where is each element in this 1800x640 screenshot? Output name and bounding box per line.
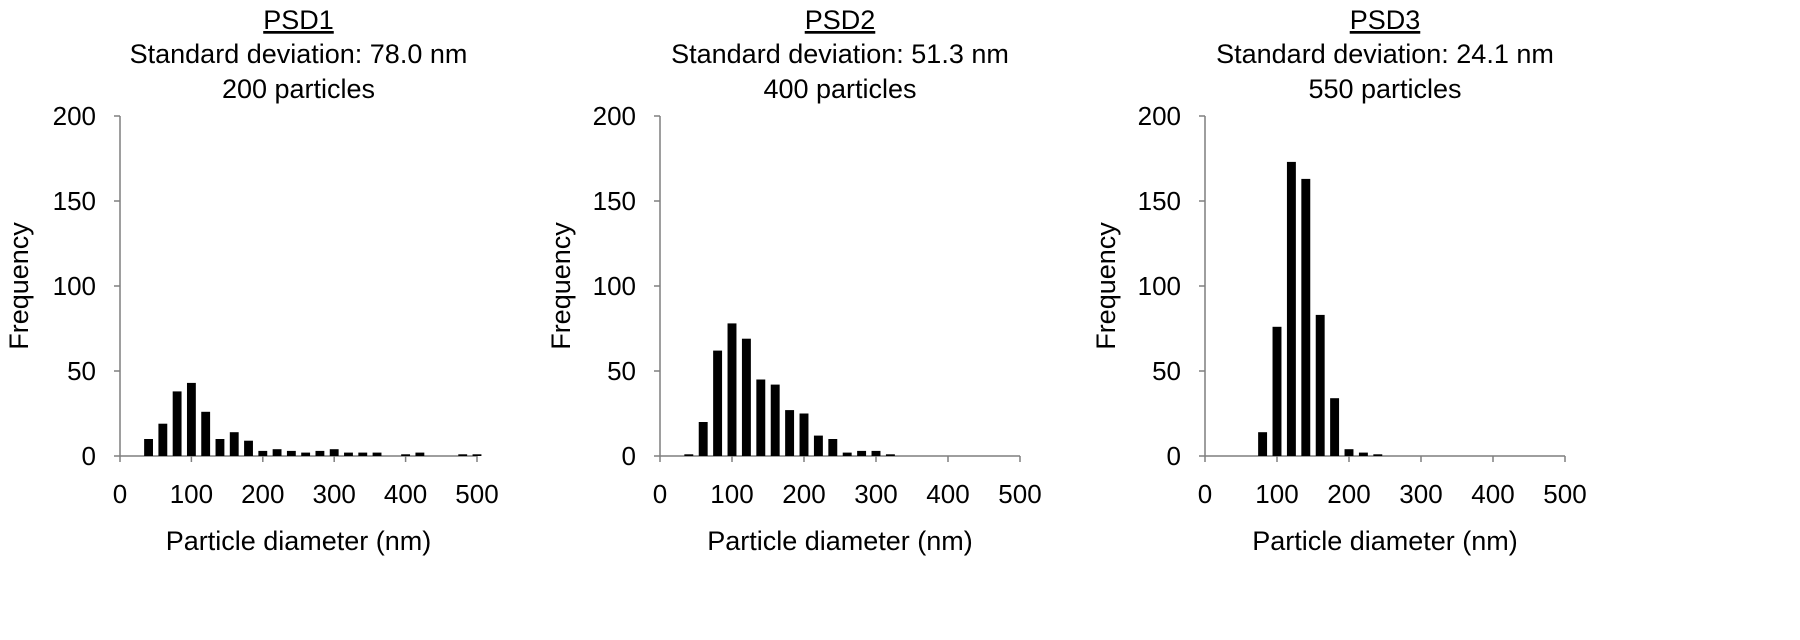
x-tick-label: 200 [241, 479, 284, 509]
bar [158, 423, 168, 456]
bar [201, 411, 211, 456]
x-axis-label: Particle diameter (nm) [1252, 526, 1518, 556]
y-tick-label: 100 [1138, 271, 1181, 301]
bar [258, 450, 268, 456]
x-tick-label: 300 [854, 479, 897, 509]
chart-panel-2: PSD2 Standard deviation: 51.3 nm 400 parti… [546, 5, 1042, 556]
chart-title: PSD1 [263, 5, 334, 35]
bar [244, 440, 253, 456]
bar [215, 439, 225, 456]
x-tick-label: 200 [782, 479, 825, 509]
x-tick-label: 100 [170, 479, 213, 509]
y-tick-label: 0 [622, 441, 636, 471]
bar [727, 323, 737, 456]
bar [329, 449, 339, 456]
y-tick-label: 200 [593, 101, 636, 131]
y-axis-label: Frequency [546, 222, 576, 350]
x-tick-label: 300 [313, 479, 356, 509]
x-tick-label: 0 [1198, 479, 1212, 509]
x-tick-label: 0 [113, 479, 127, 509]
y-tick-label: 50 [67, 356, 96, 386]
bar [172, 391, 182, 456]
x-tick-label: 500 [455, 479, 498, 509]
x-tick-label: 100 [1255, 479, 1298, 509]
bar [458, 454, 468, 456]
bar [1330, 398, 1340, 456]
y-tick-label: 100 [53, 271, 96, 301]
y-tick-label: 150 [1138, 186, 1181, 216]
bar [1301, 178, 1311, 456]
bar [857, 450, 867, 456]
bar [144, 439, 153, 456]
bar [315, 450, 325, 456]
x-tick-label: 300 [1399, 479, 1442, 509]
bar [415, 452, 425, 456]
x-tick-label: 400 [926, 479, 969, 509]
y-tick-label: 200 [1138, 101, 1181, 131]
bar [684, 454, 694, 456]
y-axis-label: Frequency [4, 222, 34, 350]
bar [871, 450, 881, 456]
bar [756, 379, 766, 456]
chart-subtitle: 550 particles [1308, 74, 1461, 104]
y-tick-label: 100 [593, 271, 636, 301]
bar [842, 452, 852, 456]
bar [1272, 326, 1282, 456]
bar [1358, 452, 1368, 456]
bar [229, 432, 239, 456]
y-tick-label: 50 [1152, 356, 1181, 386]
bar [698, 422, 708, 456]
bar [272, 449, 282, 456]
chart-title: PSD3 [1350, 5, 1421, 35]
y-tick-label: 0 [82, 441, 96, 471]
bar [813, 435, 823, 456]
bar [799, 413, 809, 456]
y-tick-label: 150 [53, 186, 96, 216]
bar [186, 382, 196, 456]
bar [401, 454, 411, 456]
chart-subtitle: Standard deviation: 78.0 nm [130, 39, 468, 69]
chart-panel-1: PSD1 Standard deviation: 78.0 nm 200 parti… [4, 5, 499, 556]
chart-subtitle: 200 particles [222, 74, 375, 104]
y-tick-label: 150 [593, 186, 636, 216]
y-tick-label: 0 [1167, 441, 1181, 471]
bar [472, 454, 482, 456]
chart-subtitle: 400 particles [763, 74, 916, 104]
x-tick-label: 200 [1327, 479, 1370, 509]
x-tick-label: 400 [1471, 479, 1514, 509]
bar [1373, 454, 1383, 456]
bar [828, 439, 838, 456]
bar [358, 452, 368, 456]
x-tick-label: 0 [653, 479, 667, 509]
bar [770, 384, 780, 456]
bar [372, 452, 382, 456]
chart-title: PSD2 [805, 5, 876, 35]
x-axis-label: Particle diameter (nm) [166, 526, 432, 556]
bar [713, 350, 723, 456]
bar [1344, 449, 1354, 456]
bar [286, 450, 296, 456]
chart-subtitle: Standard deviation: 51.3 nm [671, 39, 1009, 69]
bar [344, 452, 353, 456]
chart-subtitle: Standard deviation: 24.1 nm [1216, 39, 1554, 69]
x-tick-label: 500 [998, 479, 1041, 509]
bar [741, 338, 751, 456]
x-tick-label: 500 [1543, 479, 1586, 509]
bar [1286, 161, 1296, 456]
bar [1315, 314, 1325, 456]
y-axis-label: Frequency [1091, 222, 1121, 350]
bar [1258, 432, 1268, 456]
x-tick-label: 100 [710, 479, 753, 509]
y-tick-label: 200 [53, 101, 96, 131]
x-axis-label: Particle diameter (nm) [707, 526, 973, 556]
chart-panel-3: PSD3 Standard deviation: 24.1 nm 550 parti… [1091, 5, 1587, 556]
bar [785, 410, 795, 456]
bar [301, 452, 311, 456]
bar [885, 454, 895, 456]
x-tick-label: 400 [384, 479, 427, 509]
y-tick-label: 50 [607, 356, 636, 386]
